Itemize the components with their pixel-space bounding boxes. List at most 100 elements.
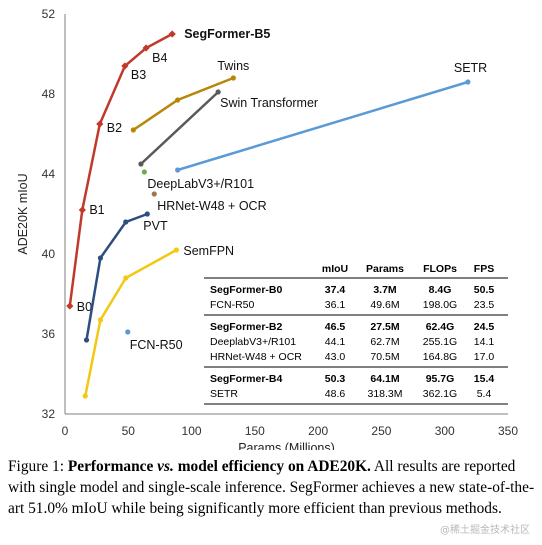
data-point	[175, 97, 181, 103]
data-point	[230, 75, 236, 81]
figure-caption: Figure 1: Performance vs. model efficien…	[8, 456, 536, 519]
data-point	[144, 211, 150, 217]
series-line	[132, 76, 234, 132]
table-cell: SegFormer-B0	[210, 284, 283, 296]
data-label: B0	[77, 300, 92, 314]
table-cell: 3.7M	[373, 284, 397, 296]
caption-prefix: Figure 1:	[8, 458, 68, 475]
data-point	[173, 247, 179, 253]
performance-chart: 32 36 40 44 48 52 0 50 100 150 200 250 300 350 Params …	[16, 7, 518, 450]
x-axis-title: Params (Millions)	[238, 441, 335, 450]
data-label: HRNet-W48 + OCR	[157, 199, 266, 213]
data-point	[123, 275, 129, 281]
data-point	[96, 120, 104, 128]
table-cell: 255.1G	[423, 336, 457, 348]
table-cell: 62.7M	[370, 336, 399, 348]
table-cell: 23.5	[474, 299, 495, 311]
y-tick-label: 44	[42, 167, 56, 181]
x-tick-label: 300	[435, 424, 455, 438]
data-label: PVT	[143, 219, 168, 233]
data-point	[97, 255, 104, 261]
table-cell: 48.6	[325, 388, 346, 400]
data-point	[142, 44, 150, 52]
data-point	[168, 30, 176, 38]
data-label: FCN-R50	[130, 338, 183, 352]
caption-bold-a: Performance	[67, 458, 158, 475]
series-line	[140, 91, 220, 165]
caption-bold-b: model efficiency on ADE20K.	[173, 458, 371, 475]
table-cell: FCN-R50	[210, 299, 254, 311]
data-point	[123, 219, 129, 225]
caption-rest: All results are reported with single mod…	[8, 458, 535, 517]
table-cell: 43.0	[325, 351, 346, 363]
data-label: B2	[107, 121, 122, 135]
data-point	[141, 169, 147, 175]
caption-bold-vs: vs.	[157, 458, 174, 475]
table-cell: 164.8G	[423, 351, 457, 363]
data-point	[82, 393, 88, 399]
y-axis-title: ADE20K mIoU	[16, 173, 30, 254]
table-header: FPS	[474, 263, 494, 275]
data-label: Swin Transformer	[220, 96, 318, 110]
data-label: B4	[152, 51, 167, 65]
table-cell: 362.1G	[423, 388, 457, 400]
table-cell: 44.1	[325, 336, 346, 348]
table-cell: SegFormer-B2	[210, 321, 283, 333]
data-label: DeepLabV3+/R101	[147, 177, 254, 191]
table-cell: 49.6M	[370, 299, 399, 311]
data-label: SegFormer-B5	[184, 27, 270, 41]
watermark: @稀土掘金技术社区	[440, 525, 530, 536]
table-cell: 62.4G	[426, 321, 455, 333]
y-tick-label: 32	[42, 407, 56, 421]
table-cell: SegFormer-B4	[210, 373, 283, 385]
table-cell: 24.5	[474, 321, 495, 333]
data-point	[97, 317, 104, 323]
x-tick-label: 100	[182, 424, 202, 438]
table-cell: 36.1	[325, 299, 346, 311]
data-point	[121, 62, 129, 70]
table-cell: 37.4	[325, 284, 346, 296]
table-cell: 50.5	[474, 284, 495, 296]
table-cell: 318.3M	[367, 388, 402, 400]
table-cell: HRNet-W48 + OCR	[210, 351, 302, 363]
series-line	[85, 212, 148, 341]
x-tick-label: 0	[62, 424, 69, 438]
table-cell: 50.3	[325, 373, 346, 385]
x-tick-label: 250	[371, 424, 391, 438]
series-line	[68, 32, 173, 307]
series-line	[177, 80, 469, 172]
table-cell: 5.4	[477, 388, 492, 400]
x-tick-label: 50	[122, 424, 136, 438]
x-tick-label: 150	[245, 424, 265, 438]
table-cell: 17.0	[474, 351, 495, 363]
y-tick-label: 36	[42, 327, 56, 341]
data-point	[465, 79, 471, 85]
data-label: Twins	[217, 59, 249, 73]
table-cell: DeeplabV3+/R101	[210, 336, 296, 348]
data-point	[151, 191, 157, 197]
table-cell: 46.5	[325, 321, 346, 333]
data-point	[175, 167, 181, 173]
table-cell: 27.5M	[370, 321, 399, 333]
data-point	[83, 337, 90, 343]
data-point	[66, 302, 74, 310]
table-header: FLOPs	[423, 263, 457, 275]
y-tick-label: 52	[42, 7, 56, 21]
data-label: SemFPN	[183, 244, 234, 258]
x-tick-label: 200	[308, 424, 328, 438]
data-label: B1	[89, 203, 104, 217]
x-tick-label: 350	[498, 424, 518, 438]
table-cell: SETR	[210, 388, 238, 400]
table-header: mIoU	[322, 263, 348, 275]
data-label: SETR	[454, 61, 487, 75]
data-point	[125, 329, 131, 335]
data-label: B3	[131, 68, 146, 82]
table-cell: 8.4G	[429, 284, 452, 296]
data-point	[138, 161, 144, 167]
data-point	[130, 127, 136, 133]
data-point	[78, 206, 86, 214]
y-tick-label: 48	[42, 87, 56, 101]
table-cell: 15.4	[474, 373, 495, 385]
table-cell: 70.5M	[370, 351, 399, 363]
table-cell: 95.7G	[426, 373, 455, 385]
